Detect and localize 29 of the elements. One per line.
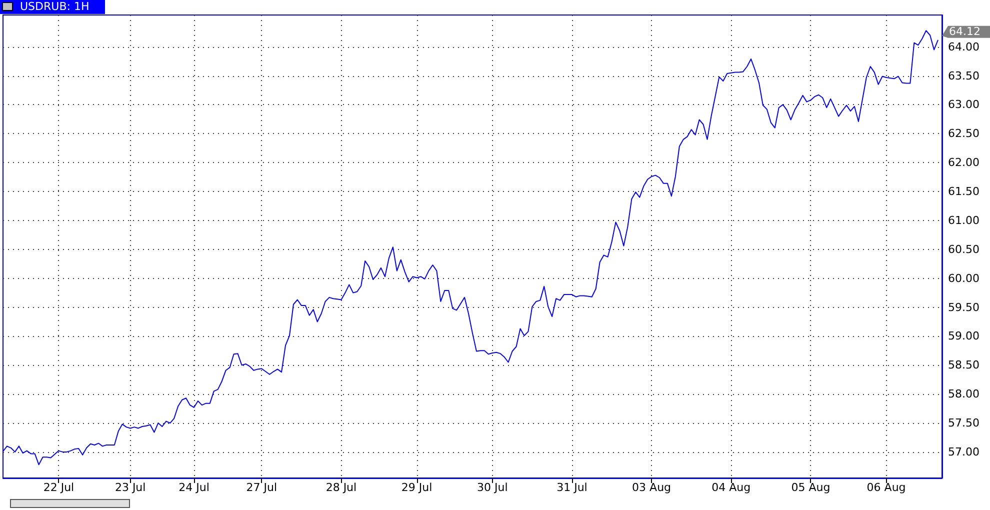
y-tick-label: 63.00 [948, 98, 980, 112]
y-tick-label: 60.00 [948, 272, 980, 285]
chart-title: USDRUB: 1H [0, 0, 105, 14]
y-tick-label: 60.50 [948, 242, 980, 256]
y-tick-label: 61.50 [948, 185, 980, 198]
y-tick-label: 59.50 [948, 300, 980, 314]
y-tick-label: 58.50 [948, 358, 980, 372]
x-tick-label: 29 Jul [401, 481, 432, 494]
x-tick-label: 24 Jul [178, 481, 210, 494]
y-tick-label: 59.00 [948, 330, 980, 343]
x-tick-label: 03 Aug [632, 481, 672, 494]
y-tick-label: 63.50 [948, 69, 980, 82]
y-tick-label: 62.00 [948, 156, 980, 170]
y-tick-label: 61.00 [948, 214, 980, 227]
y-tick-label: 57.00 [948, 445, 980, 458]
y-tick-label: 57.50 [948, 416, 980, 430]
y-tick-label: 58.00 [948, 388, 980, 401]
x-tick-label: 04 Aug [712, 481, 751, 494]
y-tick-label: 62.50 [948, 127, 980, 140]
x-tick-label: 30 Jul [477, 481, 508, 494]
x-tick-label: 22 Jul [43, 481, 74, 494]
x-tick-label: 06 Aug [866, 481, 906, 494]
x-tick-label: 28 Jul [326, 481, 357, 494]
x-tick-label: 05 Aug [791, 481, 830, 494]
x-tick-label: 31 Jul [556, 481, 588, 494]
text: 64.12 [949, 24, 980, 38]
x-tick-label: 23 Jul [114, 481, 146, 494]
x-tick-label: 27 Jul [246, 481, 278, 494]
y-tick-label: 64.00 [948, 40, 980, 54]
